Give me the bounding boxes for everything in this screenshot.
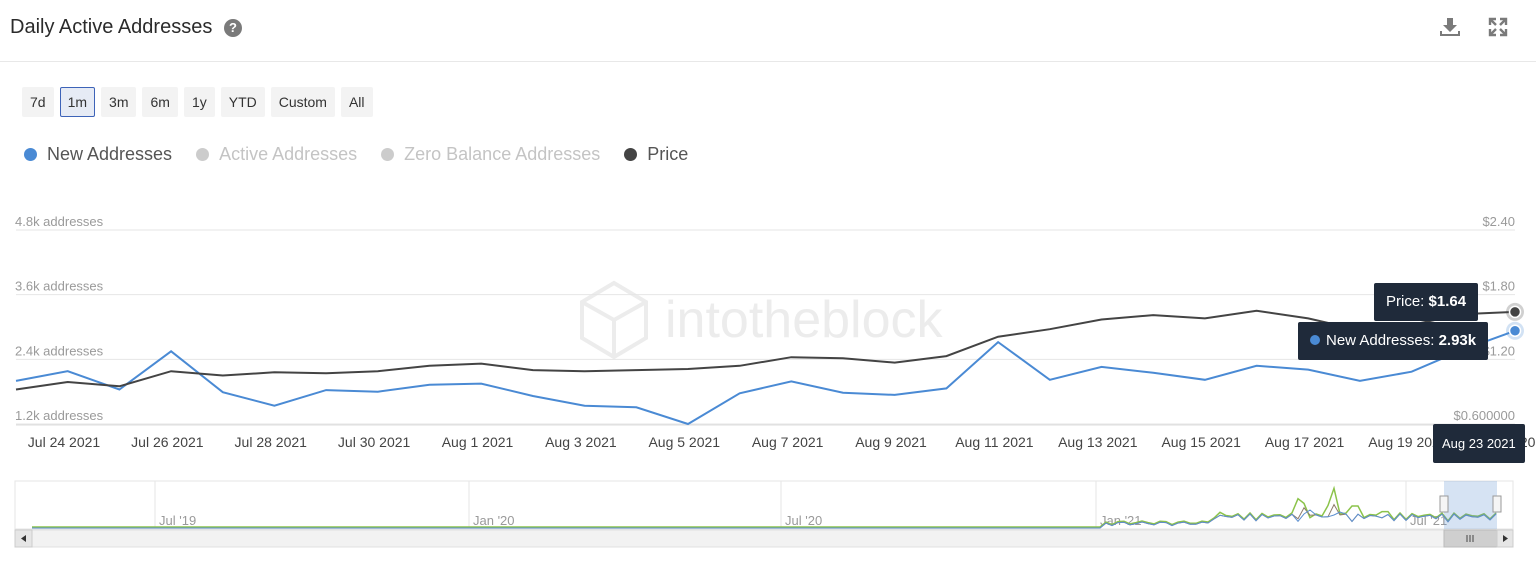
navigator[interactable]: Jul '19 Jan '20 Jul '20 Jan '21 Jul '21 xyxy=(0,478,1536,553)
hover-marker xyxy=(1508,305,1522,319)
x-tick-label: Jul 30 2021 xyxy=(338,434,411,450)
y-left-tick-label: 4.8k addresses xyxy=(15,214,104,229)
navigator-series-active xyxy=(32,485,1497,528)
chart-header: Daily Active Addresses ? xyxy=(0,0,1536,62)
chevron-right-icon xyxy=(1503,535,1508,542)
legend-new-addresses[interactable]: New Addresses xyxy=(24,144,172,165)
question-circle-icon[interactable]: ? xyxy=(224,19,242,37)
chevron-left-icon xyxy=(21,535,26,542)
legend-label: New Addresses xyxy=(47,144,173,164)
y-left-tick-label: 1.2k addresses xyxy=(15,408,104,423)
y-right-tick-label: $1.20 xyxy=(1482,343,1515,358)
navigator-label: Jul '20 xyxy=(785,513,822,528)
legend-label: Price xyxy=(647,144,689,164)
series-line-price[interactable] xyxy=(15,309,1516,391)
page-title: Daily Active Addresses xyxy=(10,16,213,38)
legend-dot-icon xyxy=(624,148,638,161)
navigator-selection[interactable] xyxy=(1444,481,1497,529)
x-tick-label: Aug 11 2021 xyxy=(955,434,1034,450)
x-tick-label: Jul 28 2021 xyxy=(235,434,308,450)
main-chart[interactable]: intotheblock 4.8k addresses 3.6k addresse… xyxy=(0,200,1536,460)
range-1m-button[interactable]: 1m xyxy=(59,87,96,117)
tooltip-new-label: New Addresses: xyxy=(1326,332,1439,349)
range-custom-button[interactable]: Custom xyxy=(270,87,335,117)
tooltip-dot-icon xyxy=(1310,335,1320,345)
x-tick-label: Aug 5 2021 xyxy=(648,434,720,450)
x-tick-label: Jul 24 2021 xyxy=(28,434,101,450)
watermark-text: intotheblock xyxy=(665,291,944,349)
tooltip-date: Aug 23 2021 xyxy=(1433,424,1525,463)
range-all-button[interactable]: All xyxy=(340,87,373,117)
range-6m-button[interactable]: 6m xyxy=(142,87,178,117)
navigator-area xyxy=(14,480,1514,530)
series-line-new-addresses[interactable] xyxy=(15,329,1516,426)
navigator-label: Jan '21 xyxy=(1100,513,1142,528)
y-right-tick-label: $1.80 xyxy=(1482,279,1515,294)
navigator-right-handle[interactable] xyxy=(1492,495,1502,513)
hover-marker xyxy=(1508,324,1522,338)
x-tick-label: Aug 19 2021 xyxy=(1368,434,1448,450)
x-tick-label: Aug 1 2021 xyxy=(442,434,514,450)
navigator-series-new xyxy=(32,509,1497,529)
navigator-left-handle[interactable] xyxy=(1439,495,1449,513)
watermark: intotheblock xyxy=(580,280,944,360)
tooltip-new-value: 2.93k xyxy=(1438,332,1477,349)
tooltip-price: Price: $1.64 xyxy=(1374,283,1479,321)
navigator-label: Jul '19 xyxy=(159,513,196,528)
legend-zero-balance-addresses[interactable]: Zero Balance Addresses xyxy=(381,144,600,165)
legend-dot-icon xyxy=(24,148,37,161)
grip-icon xyxy=(1466,535,1474,542)
y-left-tick-label: 3.6k addresses xyxy=(15,279,104,294)
x-tick-label: Aug 15 2021 xyxy=(1161,434,1241,450)
range-7d-button[interactable]: 7d xyxy=(22,87,54,117)
legend-active-addresses[interactable]: Active Addresses xyxy=(196,144,357,165)
x-tick-label: Aug 9 2021 xyxy=(855,434,927,450)
navigator-label: Jan '20 xyxy=(473,513,515,528)
chart-legend: New Addresses Active Addresses Zero Bala… xyxy=(24,144,688,165)
y-left-tick-label: 2.4k addresses xyxy=(15,343,104,358)
y-right-tick-label: $0.600000 xyxy=(1454,408,1515,423)
range-selector: 7d 1m 3m 6m 1y YTD Custom All xyxy=(22,87,373,117)
legend-dot-icon xyxy=(196,148,210,161)
x-tick-label: Jul 26 2021 xyxy=(131,434,204,450)
navigator-scrollbar[interactable] xyxy=(14,529,1514,548)
range-1y-button[interactable]: 1y xyxy=(183,87,215,117)
x-tick-label: Aug 7 2021 xyxy=(752,434,824,450)
x-tick-label: Aug 3 2021 xyxy=(545,434,617,450)
y-right-tick-label: $2.40 xyxy=(1482,214,1515,229)
tooltip-new-addresses: New Addresses: 2.93k xyxy=(1298,322,1489,360)
expand-icon[interactable] xyxy=(1486,15,1510,39)
x-tick-label: Aug 17 2021 xyxy=(1265,434,1345,450)
legend-dot-icon xyxy=(381,148,395,161)
tooltip-price-label: Price: xyxy=(1386,293,1429,310)
tooltip-price-value: $1.64 xyxy=(1428,293,1467,310)
range-ytd-button[interactable]: YTD xyxy=(220,87,265,117)
x-tick-label: Aug 13 2021 xyxy=(1058,434,1138,450)
legend-price[interactable]: Price xyxy=(624,144,688,165)
range-3m-button[interactable]: 3m xyxy=(101,87,137,117)
download-icon[interactable] xyxy=(1438,15,1462,39)
legend-label: Zero Balance Addresses xyxy=(404,144,601,164)
legend-label: Active Addresses xyxy=(219,144,358,164)
